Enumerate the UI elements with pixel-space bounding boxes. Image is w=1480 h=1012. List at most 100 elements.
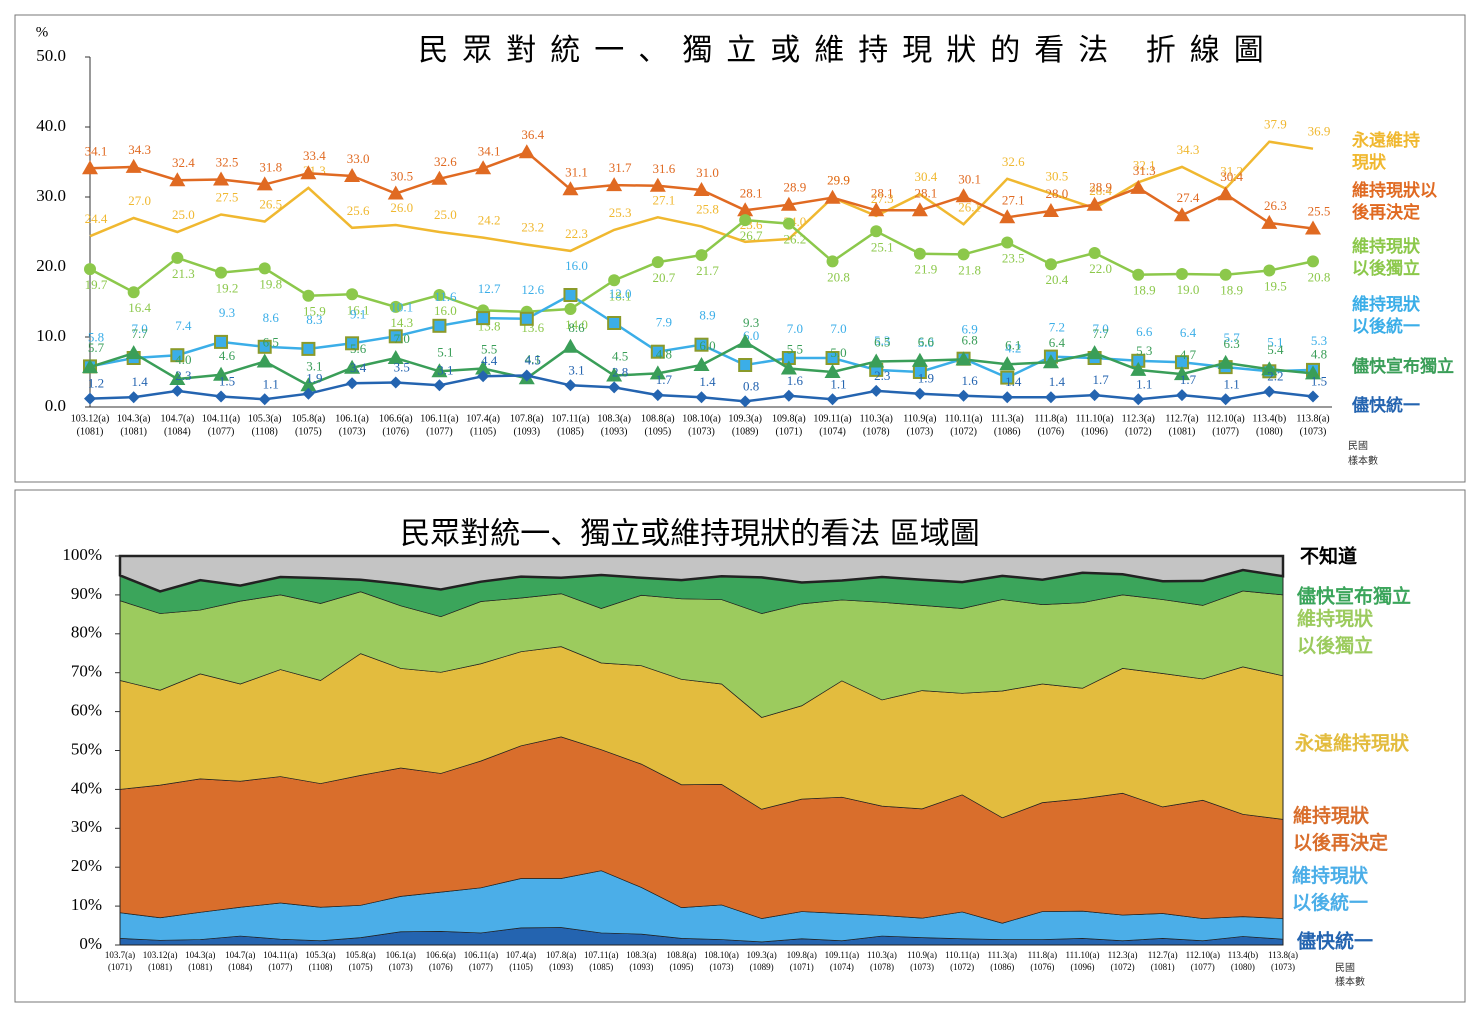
value-label: 2.8 <box>612 364 628 379</box>
marker <box>999 356 1016 371</box>
value-label: 25.8 <box>696 201 719 216</box>
x-tick-label: 103.12(a) <box>143 950 178 960</box>
x-tick-label: 110.11(a) <box>945 413 983 424</box>
value-label: 4.4 <box>481 353 498 368</box>
x-tick-label: 112.3(a) <box>1108 950 1138 960</box>
marker <box>1217 186 1234 201</box>
value-label: 18.9 <box>1133 283 1156 298</box>
marker <box>1307 255 1319 268</box>
value-label: 7.7 <box>132 326 149 341</box>
x-note: 民國 <box>1348 440 1368 452</box>
marker <box>913 387 926 400</box>
x-tick-label: 110.3(a) <box>860 413 893 424</box>
x-tick-label: 106.1(a) <box>335 413 369 424</box>
marker <box>389 376 402 389</box>
bottom-frame <box>14 489 1466 1003</box>
value-label: 1.5 <box>1311 373 1327 388</box>
sample-label: (1073) <box>1271 962 1295 972</box>
value-label: 3.1 <box>568 362 584 377</box>
marker <box>518 144 535 159</box>
value-label: 19.5 <box>1264 278 1287 293</box>
sample-label: (1077) <box>268 962 292 972</box>
legend-label: 永遠維持現狀 <box>1351 130 1420 173</box>
marker <box>215 266 228 279</box>
sample-label: (1074) <box>830 962 854 972</box>
value-label: 20.8 <box>827 269 850 284</box>
sample-label: (1073) <box>907 426 934 437</box>
marker <box>171 251 184 264</box>
y-tick-label: 90% <box>71 584 102 603</box>
marker <box>520 369 533 382</box>
value-label: 5.0 <box>918 335 934 350</box>
marker <box>1132 393 1145 406</box>
value-label: 12.0 <box>609 286 632 301</box>
value-label: 25.0 <box>434 207 457 222</box>
marker <box>739 395 752 408</box>
marker <box>826 255 839 268</box>
value-label: 32.1 <box>1133 157 1156 172</box>
legend-label: 儘快統一 <box>1296 930 1373 953</box>
value-label: 7.2 <box>1049 320 1065 335</box>
value-label: 14.0 <box>565 317 588 332</box>
value-label: 28.9 <box>1089 180 1112 195</box>
x-tick-label: 106.11(a) <box>420 413 458 424</box>
value-label: 32.4 <box>172 155 195 170</box>
marker <box>782 217 795 230</box>
sample-label: (1096) <box>1081 426 1108 437</box>
marker <box>127 286 140 299</box>
marker <box>826 393 839 406</box>
value-label: 1.9 <box>306 371 322 386</box>
x-tick-label: 105.8(a) <box>345 950 375 960</box>
sample-label: (1089) <box>732 426 759 437</box>
value-label: 5.6 <box>350 341 367 356</box>
value-label: 21.3 <box>172 266 195 281</box>
marker <box>431 170 448 185</box>
value-label: 28.1 <box>915 185 938 200</box>
value-label: 24.4 <box>85 211 108 226</box>
sample-label: (1077) <box>469 962 493 972</box>
marker <box>475 160 492 175</box>
marker <box>1086 345 1103 360</box>
marker <box>215 390 228 403</box>
x-tick-label: 106.6(a) <box>426 950 456 960</box>
marker <box>1175 389 1188 402</box>
marker <box>301 341 316 356</box>
value-label: 29.9 <box>827 173 850 188</box>
sample-label: (1093) <box>513 426 540 437</box>
value-label: 4.5 <box>525 352 541 367</box>
marker <box>562 181 579 196</box>
value-label: 30.4 <box>915 169 938 184</box>
value-label: 27.3 <box>871 191 894 206</box>
sample-label: (1077) <box>1191 962 1215 972</box>
marker <box>84 392 96 405</box>
value-label: 6.3 <box>1224 336 1240 351</box>
marker <box>169 371 186 385</box>
marker <box>651 256 664 269</box>
marker <box>125 345 142 360</box>
value-label: 30.1 <box>958 171 981 186</box>
value-label: 2.2 <box>1267 369 1283 384</box>
value-label: 1.9 <box>918 371 934 386</box>
x-tick-label: 112.7(a) <box>1165 413 1198 424</box>
value-label: 3.4 <box>350 360 367 375</box>
value-label: 4.8 <box>656 346 672 361</box>
value-label: 6.4 <box>1180 325 1197 340</box>
marker <box>1173 207 1190 222</box>
marker <box>1219 393 1232 406</box>
value-label: 6.1 <box>1005 337 1021 352</box>
legend-label: 永遠維持現狀 <box>1294 732 1410 755</box>
value-label: 26.2 <box>783 232 806 247</box>
value-label: 19.8 <box>259 276 282 291</box>
value-label: 2.3 <box>874 368 890 383</box>
marker <box>1132 268 1145 281</box>
value-label: 1.7 <box>1180 372 1197 387</box>
sample-label: (1085) <box>557 426 584 437</box>
value-label: 26.3 <box>1264 198 1287 213</box>
x-note: 民國 <box>1335 962 1355 974</box>
x-tick-label: 107.11(a) <box>551 413 589 424</box>
x-tick-label: 109.3(a) <box>728 413 762 424</box>
value-label: 23.2 <box>521 220 544 235</box>
marker <box>870 225 883 238</box>
value-label: 28.4 <box>1089 183 1112 198</box>
sample-label: (1074) <box>819 426 846 437</box>
